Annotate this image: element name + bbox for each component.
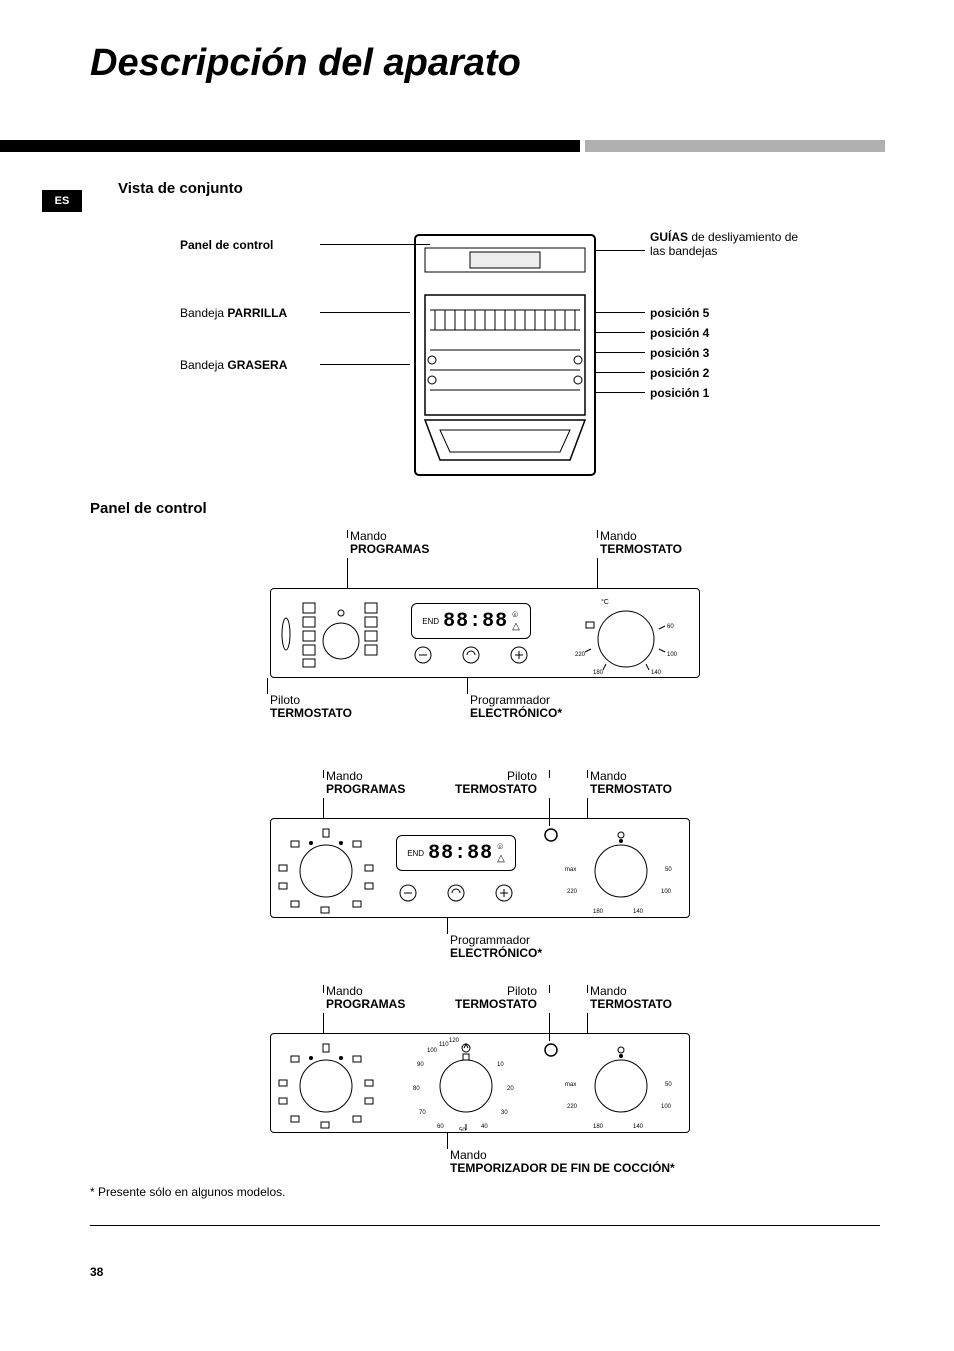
svg-text:60: 60 (437, 1124, 444, 1130)
svg-text:110: 110 (439, 1042, 449, 1048)
label-pos5: posición 5 (650, 306, 709, 320)
svg-text:100: 100 (661, 1104, 672, 1110)
svg-text:60: 60 (667, 624, 674, 630)
leader-pos4 (595, 332, 645, 333)
label-temporizador-3: MandoTEMPORIZADOR DE FIN DE COCCIÓN* (450, 1149, 675, 1175)
label-pos2: posición 2 (650, 366, 709, 380)
svg-text:120: 120 (449, 1038, 460, 1044)
leader-pos1 (595, 392, 645, 393)
svg-text:50: 50 (665, 867, 672, 873)
panel1-box: END 88:88 ⌾△ °C 220 180 140 100 60 (270, 588, 700, 678)
page-title: Descripción del aparato (90, 42, 521, 85)
svg-text:220: 220 (567, 1104, 578, 1110)
label-pos3: posición 3 (650, 346, 709, 360)
svg-text:100: 100 (661, 889, 672, 895)
oven-icon (410, 230, 600, 480)
leader-grasera (320, 364, 410, 365)
pilot-indicator-3 (543, 1042, 559, 1058)
label-mando-programas-1: MandoPROGRAMAS (350, 530, 429, 556)
leader-pos2 (595, 372, 645, 373)
label-piloto-termostato-1: PilotoTERMOSTATO (270, 694, 352, 720)
svg-text:70: 70 (419, 1110, 426, 1116)
timer-dial-3: 120 10 20 30 40 50 60 70 80 90 100 110 0 (401, 1036, 531, 1131)
footnote: * Presente sólo en algunos modelos. (90, 1185, 285, 1199)
label-panel-control: Panel de control (180, 238, 273, 252)
label-parrilla: Bandeja PARRILLA (180, 306, 287, 320)
display-2: END 88:88 ⌾△ (396, 835, 516, 871)
program-grid-icon (301, 601, 381, 669)
leader-guias (595, 250, 645, 251)
svg-text:80: 80 (413, 1086, 420, 1092)
leader-parrilla (320, 312, 410, 313)
page-number: 38 (90, 1265, 103, 1279)
leader-pos5 (595, 312, 645, 313)
svg-text:max: max (565, 1082, 576, 1088)
bottom-rule (90, 1225, 880, 1226)
panel3-box: 120 10 20 30 40 50 60 70 80 90 100 110 0 (270, 1033, 690, 1133)
program-dial-2 (271, 821, 381, 916)
panel-variant-2: MandoPROGRAMAS PilotoTERMOSTATO MandoTER… (270, 770, 700, 970)
svg-text:180: 180 (593, 1124, 604, 1130)
svg-text:220: 220 (567, 889, 578, 895)
pilot-indicator-2 (543, 827, 559, 843)
section-panel-control: Panel de control (90, 500, 207, 517)
svg-text:20: 20 (507, 1086, 514, 1092)
thermostat-dial-2: max 220 180 140 100 50 (561, 821, 681, 916)
display-1: END 88:88 ⌾△ (411, 603, 531, 639)
svg-text:30: 30 (501, 1110, 508, 1116)
label-mando-termostato-3: MandoTERMOSTATO (590, 985, 672, 1011)
program-dial-3 (271, 1036, 381, 1131)
section-vista: Vista de conjunto (118, 180, 243, 197)
pilot-light-icon (279, 614, 293, 654)
panel-variant-1: MandoPROGRAMAS MandoTERMOSTATO END (270, 530, 700, 720)
label-piloto-termostato-3: PilotoTERMOSTATO (455, 985, 537, 1011)
header-rule-black (0, 140, 580, 152)
label-pos1: posición 1 (650, 386, 709, 400)
panel2-box: END 88:88 ⌾△ max 220 180 140 100 50 (270, 818, 690, 918)
svg-text:10: 10 (497, 1062, 504, 1068)
svg-text:°C: °C (601, 598, 609, 606)
svg-text:140: 140 (651, 670, 662, 674)
label-guias: GUÍAS de desliyamiento de las bandejas (650, 230, 810, 258)
svg-text:50: 50 (665, 1082, 672, 1088)
panel-variant-3: MandoPROGRAMAS PilotoTERMOSTATO MandoTER… (270, 985, 700, 1185)
label-mando-termostato-1: MandoTERMOSTATO (600, 530, 682, 556)
label-piloto-termostato-2: PilotoTERMOSTATO (455, 770, 537, 796)
svg-text:100: 100 (427, 1048, 438, 1054)
label-pos4: posición 4 (650, 326, 709, 340)
label-programmador-2: ProgrammadorELECTRÓNICO* (450, 934, 542, 960)
leader-pos3 (595, 352, 645, 353)
label-mando-programas-2: MandoPROGRAMAS (326, 770, 405, 796)
language-badge: ES (42, 190, 82, 212)
svg-text:140: 140 (633, 909, 644, 915)
svg-text:220: 220 (575, 652, 586, 658)
svg-text:100: 100 (667, 652, 678, 658)
label-mando-termostato-2: MandoTERMOSTATO (590, 770, 672, 796)
svg-text:90: 90 (417, 1062, 424, 1068)
thermostat-dial-3: max 220 180 140 100 50 (561, 1036, 681, 1131)
thermostat-dial-1: °C 220 180 140 100 60 (571, 594, 681, 674)
label-mando-programas-3: MandoPROGRAMAS (326, 985, 405, 1011)
svg-text:max: max (565, 867, 576, 873)
display-buttons-1 (411, 645, 531, 665)
svg-text:140: 140 (633, 1124, 644, 1130)
svg-text:40: 40 (481, 1124, 488, 1130)
svg-text:180: 180 (593, 909, 604, 915)
svg-text:50: 50 (459, 1128, 466, 1131)
oven-overview-diagram: Panel de control Bandeja PARRILLA Bandej… (120, 210, 820, 480)
label-programmador-1: ProgrammadorELECTRÓNICO* (470, 694, 562, 720)
svg-text:180: 180 (593, 670, 604, 674)
display-buttons-2 (396, 883, 516, 903)
label-grasera: Bandeja GRASERA (180, 358, 287, 372)
header-rule-gray (585, 140, 885, 152)
